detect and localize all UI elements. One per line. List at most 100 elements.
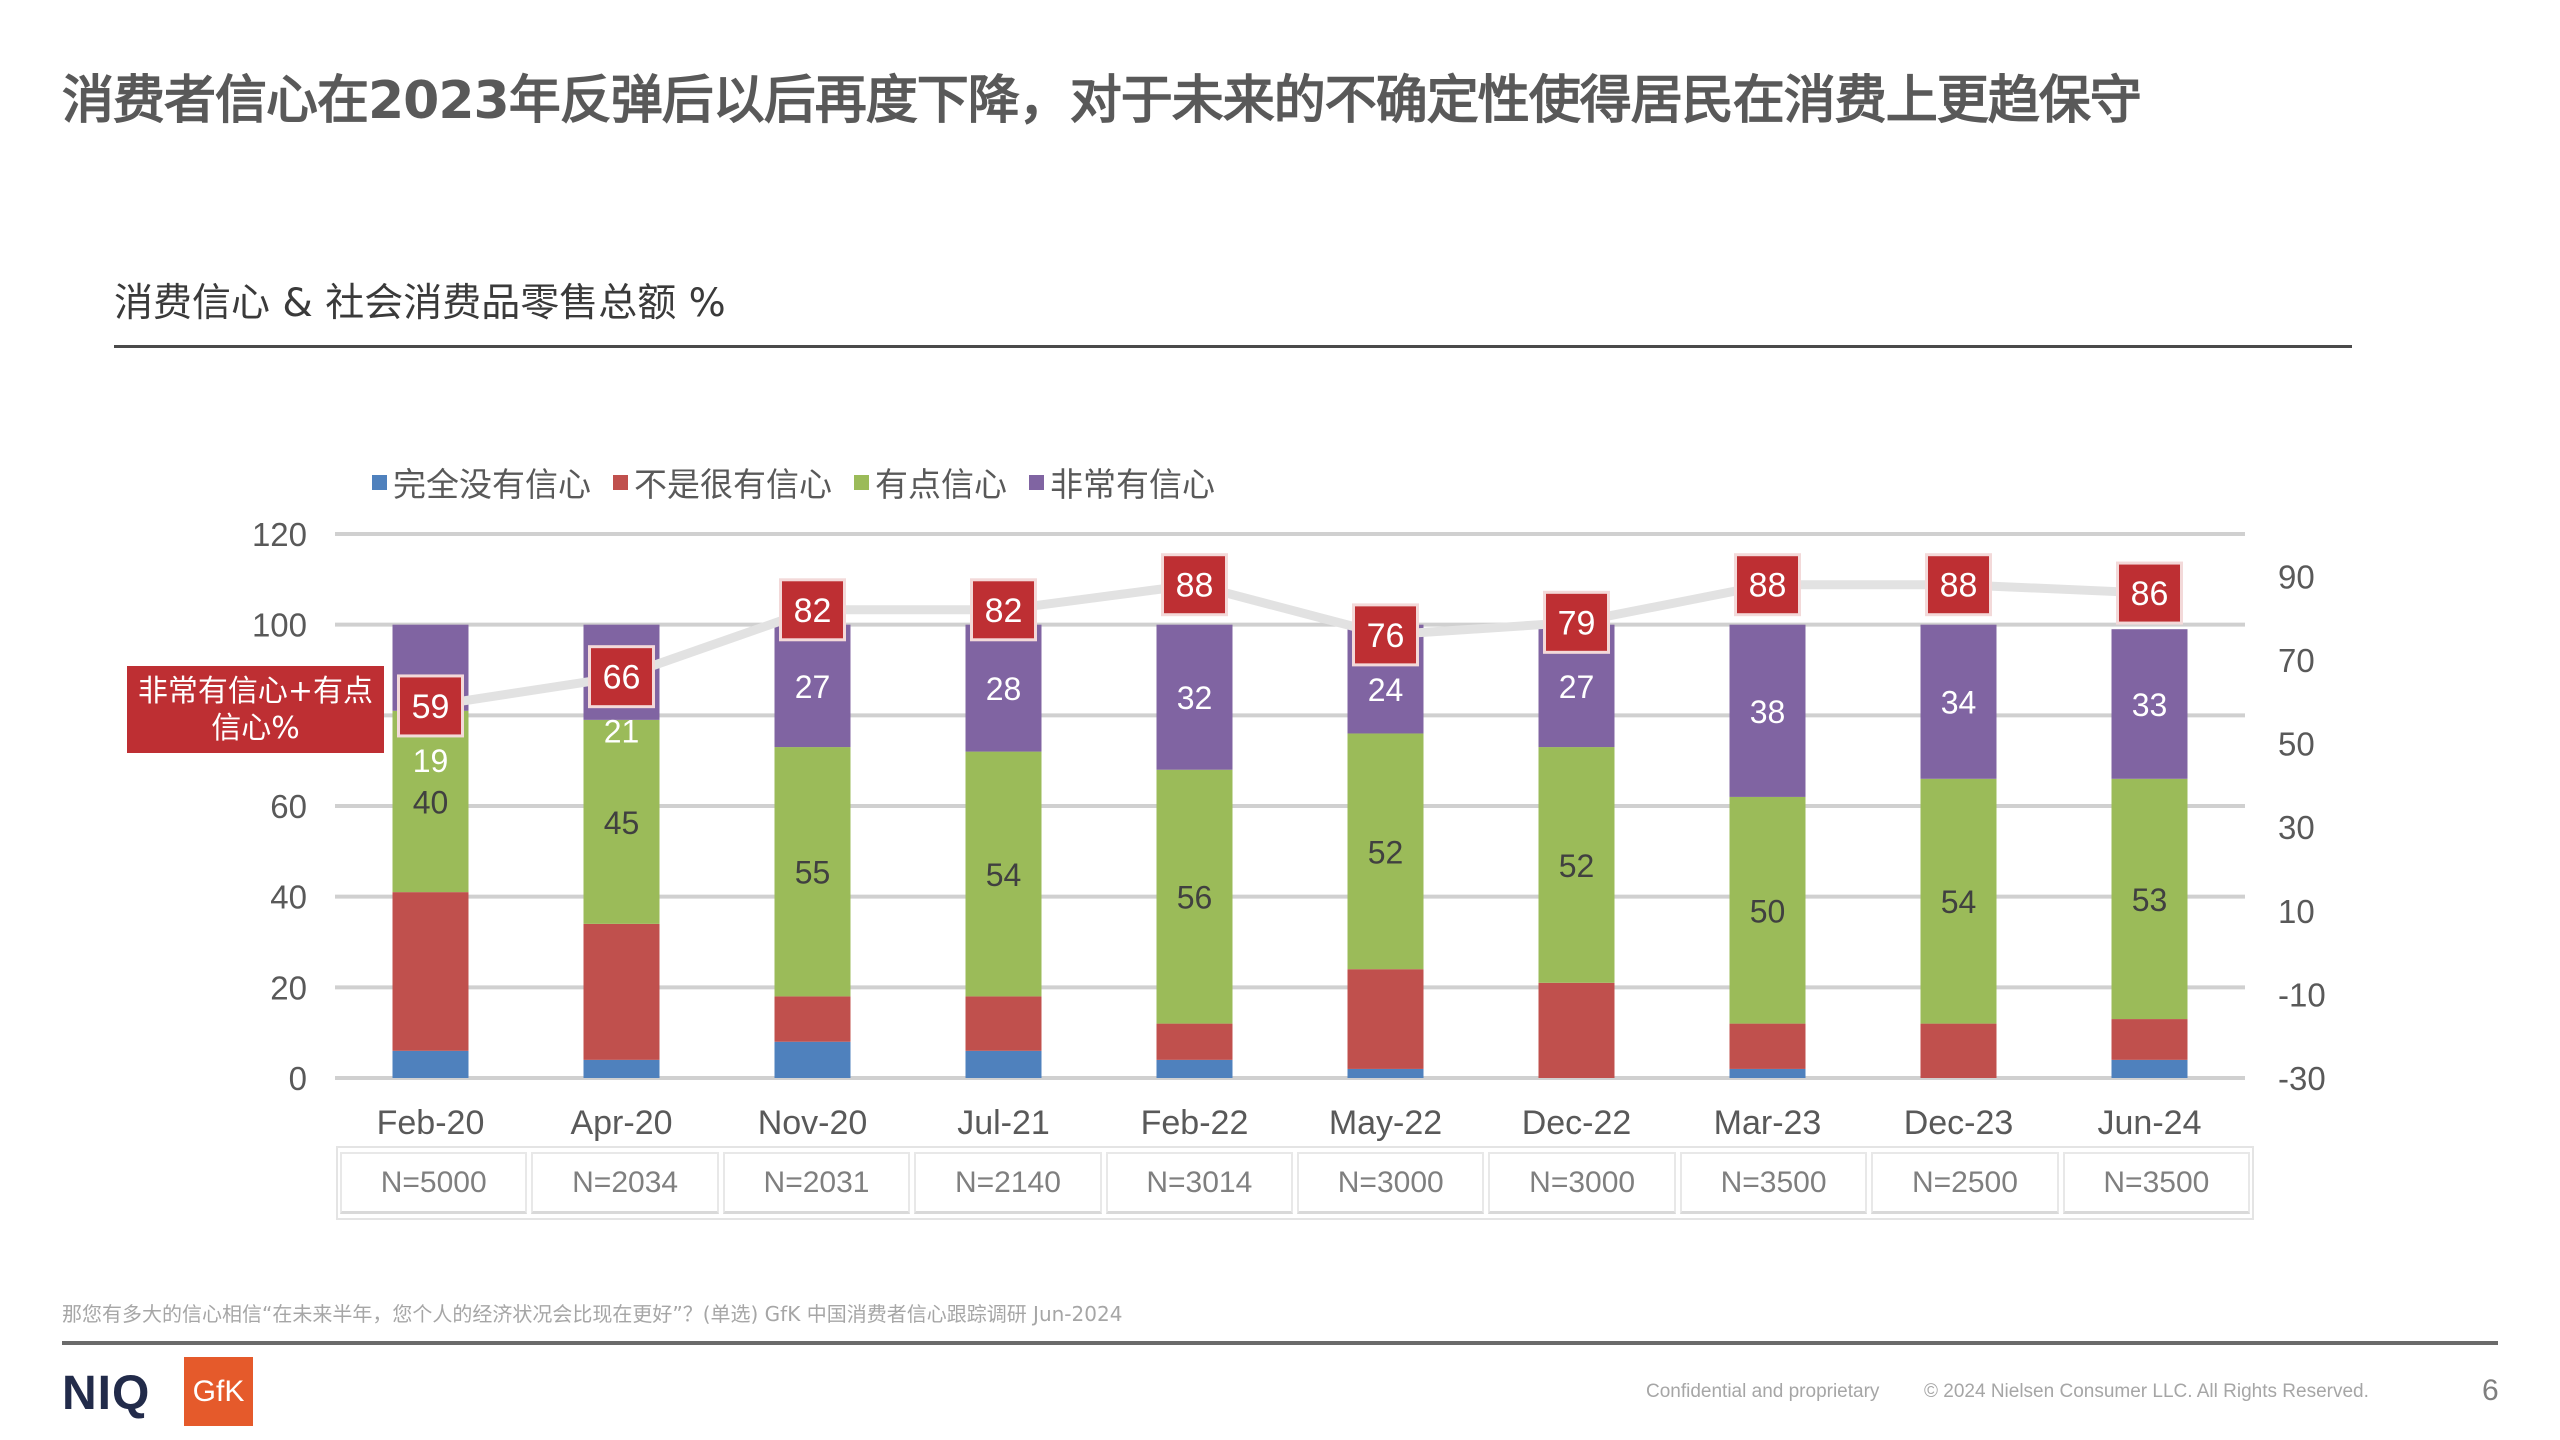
line-data-marker <box>1925 553 1992 617</box>
bar-segment <box>583 1059 660 1078</box>
bar-data-label: 56 <box>1177 880 1213 916</box>
legend-item-not-very-confident: 不是很有信心 <box>613 458 832 506</box>
legend-item-very-confident: 非常有信心 <box>1029 458 1215 506</box>
line-data-marker <box>779 578 846 642</box>
line-data-label: 66 <box>603 659 641 697</box>
bar-segment <box>583 719 660 924</box>
bar-data-label: 38 <box>1750 694 1786 730</box>
line-data-label: 86 <box>2131 575 2169 613</box>
line-data-label: 59 <box>412 688 450 726</box>
x-axis-category-label: May-22 <box>1329 1104 1442 1142</box>
bar-data-label: 52 <box>1559 848 1595 884</box>
y-axis-tick-label: 40 <box>270 879 307 916</box>
gfk-logo: GfK <box>184 1357 253 1426</box>
bar-segment <box>392 710 469 893</box>
legend-label: 非常有信心 <box>1050 465 1215 504</box>
bar-data-label: 45 <box>604 805 640 841</box>
bar-segment <box>774 996 851 1042</box>
y2-axis-tick-label: 50 <box>2278 726 2315 763</box>
bar-segment <box>1156 769 1233 1024</box>
x-axis-category-label: Nov-20 <box>758 1104 868 1142</box>
x-axis-category-label: Feb-20 <box>377 1104 485 1142</box>
bar-segment <box>965 996 1042 1051</box>
y2-axis-tick-label: 10 <box>2278 893 2315 930</box>
legend-label: 有点信心 <box>875 465 1007 504</box>
bar-segment <box>2111 1019 2188 1060</box>
line-data-marker <box>1161 553 1228 617</box>
bar-data-label: 27 <box>795 669 831 705</box>
bar-segment <box>1729 796 1806 1024</box>
bar-segment <box>1156 1059 1233 1078</box>
bar-data-label: 40 <box>413 784 449 820</box>
sample-size-cell: N=2034 <box>531 1152 719 1214</box>
line-data-marker <box>1543 590 1610 654</box>
sample-size-cell: N=3014 <box>1105 1152 1294 1214</box>
bar-segment <box>1347 969 1424 1069</box>
bar-segment <box>2111 629 2188 779</box>
footer-divider <box>62 1341 2498 1345</box>
sample-size-cell: N=2140 <box>914 1152 1102 1214</box>
bar-segment <box>1729 1068 1806 1078</box>
x-axis-category-label: Dec-22 <box>1522 1104 1632 1142</box>
line-data-marker <box>1734 553 1801 617</box>
x-axis-category-label: Dec-23 <box>1904 1104 2014 1142</box>
line-data-label: 76 <box>1367 617 1405 655</box>
legend-swatch-red <box>613 474 628 490</box>
sample-size-row: N=5000 N=2034 N=2031 N=2140 N=3014 N=3000 N=30… <box>336 1146 2254 1220</box>
legend-label: 不是很有信心 <box>634 465 832 504</box>
confidential-notice: Confidential and proprietary <box>1646 1381 1880 1402</box>
line-data-label: 79 <box>1558 604 1596 642</box>
bar-data-label: 50 <box>1750 893 1786 929</box>
niq-logo: NIQ <box>62 1367 151 1420</box>
line-data-label: 88 <box>1749 567 1787 605</box>
line-data-marker <box>397 674 464 738</box>
line-data-marker <box>2116 561 2183 625</box>
line-data-label: 82 <box>794 592 832 630</box>
bar-segment <box>392 1050 469 1078</box>
chart-legend: 完全没有信心 不是很有信心 有点信心 非常有信心 <box>372 458 1237 506</box>
legend-item-no-confidence: 完全没有信心 <box>372 458 591 506</box>
bar-segment <box>1920 624 1997 779</box>
bar-segment <box>1729 1023 1806 1069</box>
bar-segment <box>1538 982 1615 1078</box>
subtitle-divider <box>114 345 2352 348</box>
legend-swatch-blue <box>372 474 387 490</box>
bar-data-label: 34 <box>1941 685 1977 721</box>
bar-data-label: 53 <box>2132 882 2168 918</box>
y2-axis-tick-label: 90 <box>2278 558 2315 595</box>
bar-data-label: 54 <box>986 857 1022 893</box>
bar-segment <box>583 923 660 1060</box>
line-data-marker <box>970 578 1037 642</box>
page-number: 6 <box>2482 1374 2499 1407</box>
bar-segment <box>1920 778 1997 1024</box>
bar-segment <box>2111 1059 2188 1078</box>
bar-data-label: 54 <box>1941 884 1977 920</box>
bar-segment <box>965 624 1042 752</box>
bar-segment <box>1920 1023 1997 1078</box>
bar-data-label: 52 <box>1368 834 1404 870</box>
x-axis-category-label: Mar-23 <box>1714 1104 1822 1142</box>
line-series-callout-label: 非常有信心+有点信心% <box>127 666 384 753</box>
bar-data-label: 28 <box>986 671 1022 707</box>
legend-swatch-purple <box>1029 474 1044 490</box>
bar-segment <box>1156 624 1233 770</box>
legend-item-somewhat-confident: 有点信心 <box>854 458 1007 506</box>
sample-size-cell: N=3500 <box>1679 1152 1868 1214</box>
x-axis-category-label: Jun-24 <box>2098 1104 2202 1142</box>
line-data-marker <box>588 645 655 709</box>
bar-data-label: 24 <box>1368 672 1404 708</box>
bar-segment <box>1156 1023 1233 1060</box>
sample-size-cell: N=3500 <box>2062 1152 2251 1214</box>
y-axis-tick-label: 100 <box>252 607 307 644</box>
x-axis-category-label: Jul-21 <box>957 1104 1050 1142</box>
line-data-label: 82 <box>985 592 1023 630</box>
bar-segment <box>392 892 469 1051</box>
bar-segment <box>774 747 851 997</box>
bar-segment <box>965 1050 1042 1078</box>
bar-segment <box>774 624 851 748</box>
bar-segment <box>1729 624 1806 797</box>
legend-label: 完全没有信心 <box>393 465 591 504</box>
line-data-marker <box>1352 603 1419 667</box>
line-series-path <box>429 580 2150 711</box>
